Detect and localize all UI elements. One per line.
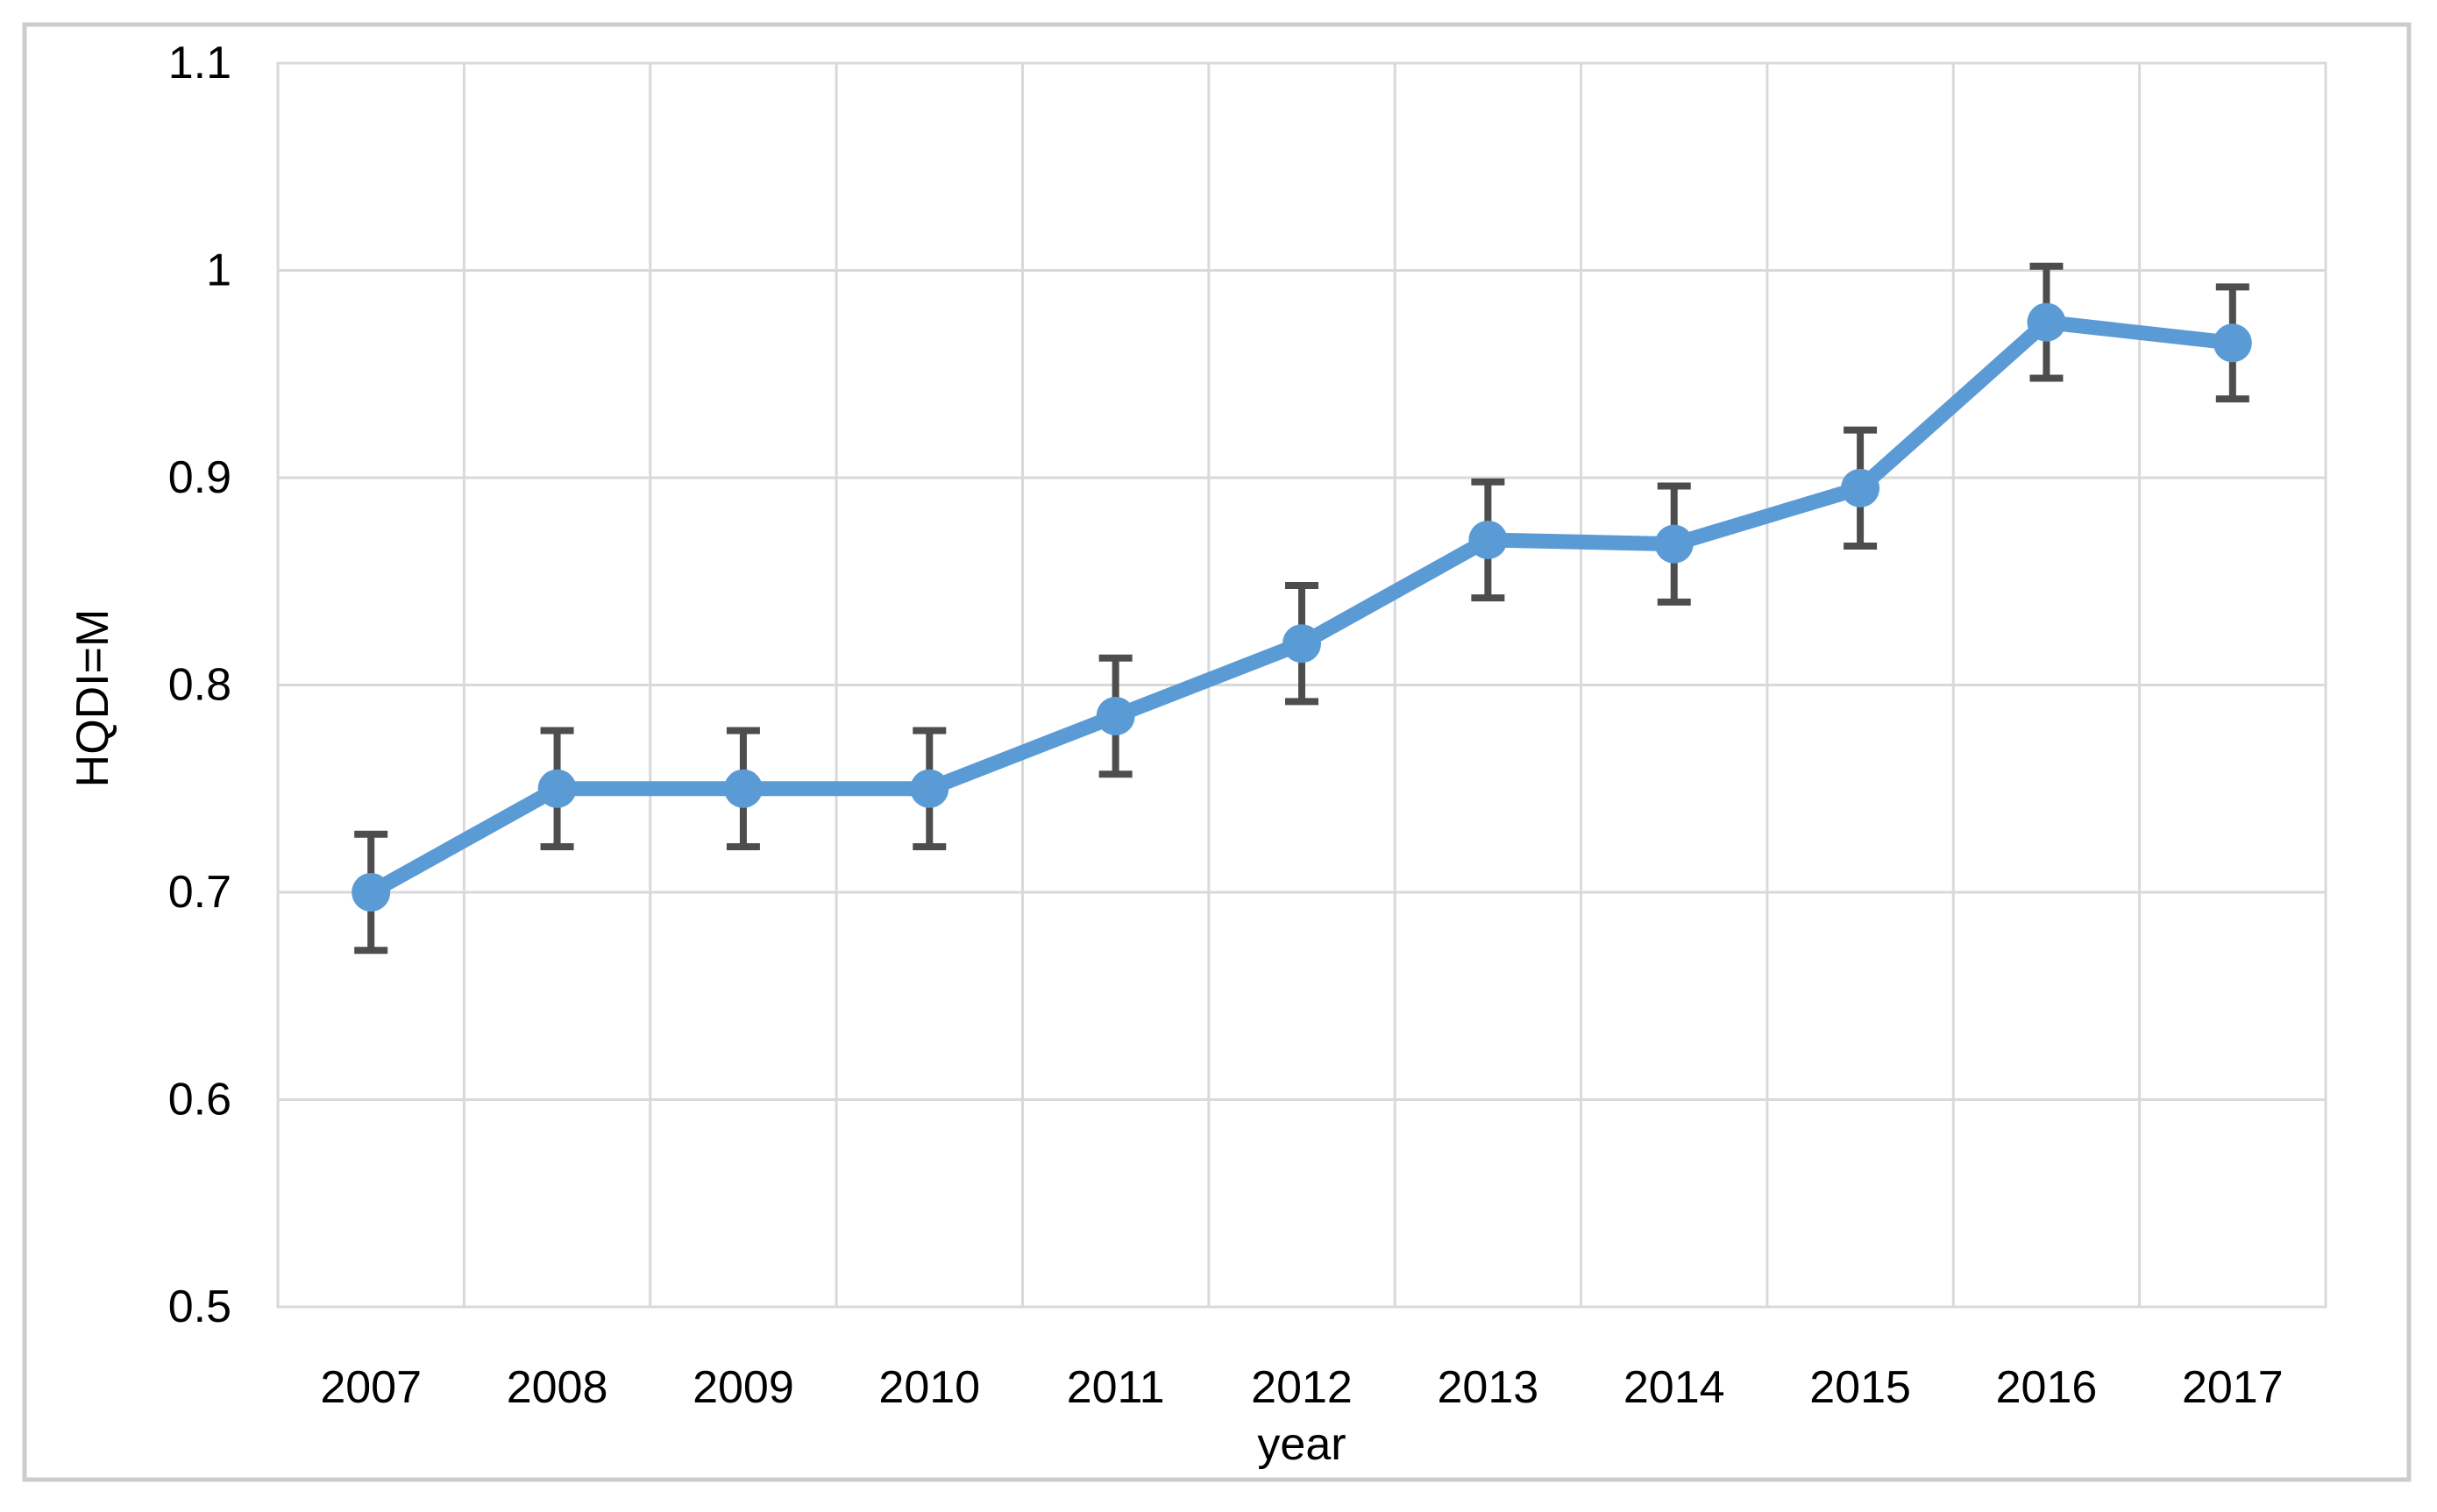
y-tick-label: 1 — [206, 245, 231, 296]
error-bars — [354, 262, 2249, 955]
y-tick-label: 0.6 — [168, 1075, 231, 1125]
x-tick-label: 2007 — [320, 1362, 422, 1413]
x-tick-label: 2009 — [693, 1362, 794, 1413]
data-point-marker — [1841, 468, 1880, 508]
data-point-marker — [352, 873, 391, 912]
x-tick-label: 2011 — [1067, 1362, 1165, 1413]
data-point-marker — [910, 769, 949, 808]
y-tick-label: 0.7 — [168, 867, 231, 918]
data-point-marker — [1468, 520, 1508, 559]
x-tick-label: 2015 — [1809, 1362, 1911, 1413]
x-axis-title: year — [1257, 1419, 1346, 1470]
data-point-marker — [1654, 524, 1694, 564]
data-point-marker — [2027, 302, 2066, 342]
y-axis-tick-labels: 1.1 1 0.9 0.8 0.7 0.6 0.5 — [168, 38, 231, 1332]
data-point-marker — [537, 769, 577, 808]
data-point-marker — [1282, 624, 1321, 664]
data-point-marker — [723, 769, 763, 808]
y-tick-label: 0.9 — [168, 452, 231, 503]
data-point-markers — [352, 302, 2252, 912]
x-tick-label: 2013 — [1438, 1362, 1539, 1413]
y-axis-title: HQDI=M — [67, 609, 118, 788]
x-tick-label: 2008 — [507, 1362, 608, 1413]
data-point-marker — [2213, 323, 2252, 363]
x-tick-label: 2017 — [2182, 1362, 2284, 1413]
y-tick-label: 1.1 — [168, 38, 231, 89]
x-tick-label: 2014 — [1623, 1362, 1725, 1413]
figure-border — [22, 22, 2412, 1482]
x-tick-label: 2012 — [1251, 1362, 1353, 1413]
y-tick-label: 0.8 — [168, 660, 231, 711]
x-axis-tick-labels: 2007 2008 2009 2010 2011 2012 2013 2014 2015 2016… — [320, 1362, 2283, 1413]
y-tick-label: 0.5 — [168, 1281, 231, 1332]
x-tick-label: 2016 — [1996, 1362, 2098, 1413]
x-tick-label: 2010 — [878, 1362, 980, 1413]
data-point-marker — [1096, 696, 1135, 735]
